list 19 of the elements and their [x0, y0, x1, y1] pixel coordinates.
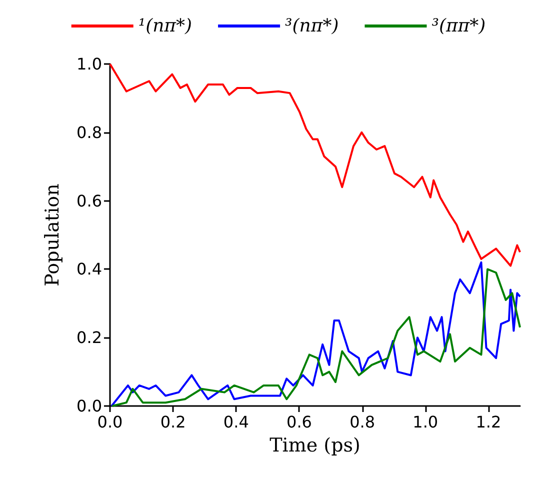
- y-tick-label: 1.0: [76, 54, 102, 74]
- y-tick-label: 0.4: [76, 260, 102, 279]
- y-tick-label: 0.6: [76, 191, 102, 210]
- x-axis-title: Time (ps): [270, 434, 360, 456]
- x-tick-label: 0.0: [97, 412, 123, 432]
- x-tick-label: 1.2: [476, 412, 502, 432]
- y-tick-label: 0.8: [76, 122, 102, 142]
- legend-label: ³(ππ*): [432, 16, 486, 36]
- x-tick-label: 1.0: [412, 412, 438, 432]
- y-tick-label: 0.2: [76, 328, 102, 348]
- x-tick-label: 0.4: [223, 412, 249, 432]
- x-tick-label: 0.6: [286, 412, 312, 432]
- y-tick-label: 0.0: [76, 396, 102, 416]
- x-tick-label: 0.2: [160, 412, 186, 432]
- y-axis-title: Population: [42, 184, 64, 286]
- line-series: [109, 63, 521, 267]
- legend-label: ¹(nπ*): [138, 16, 192, 36]
- legend-label: ³(nπ*): [285, 16, 339, 36]
- x-tick-label: 0.8: [350, 412, 376, 432]
